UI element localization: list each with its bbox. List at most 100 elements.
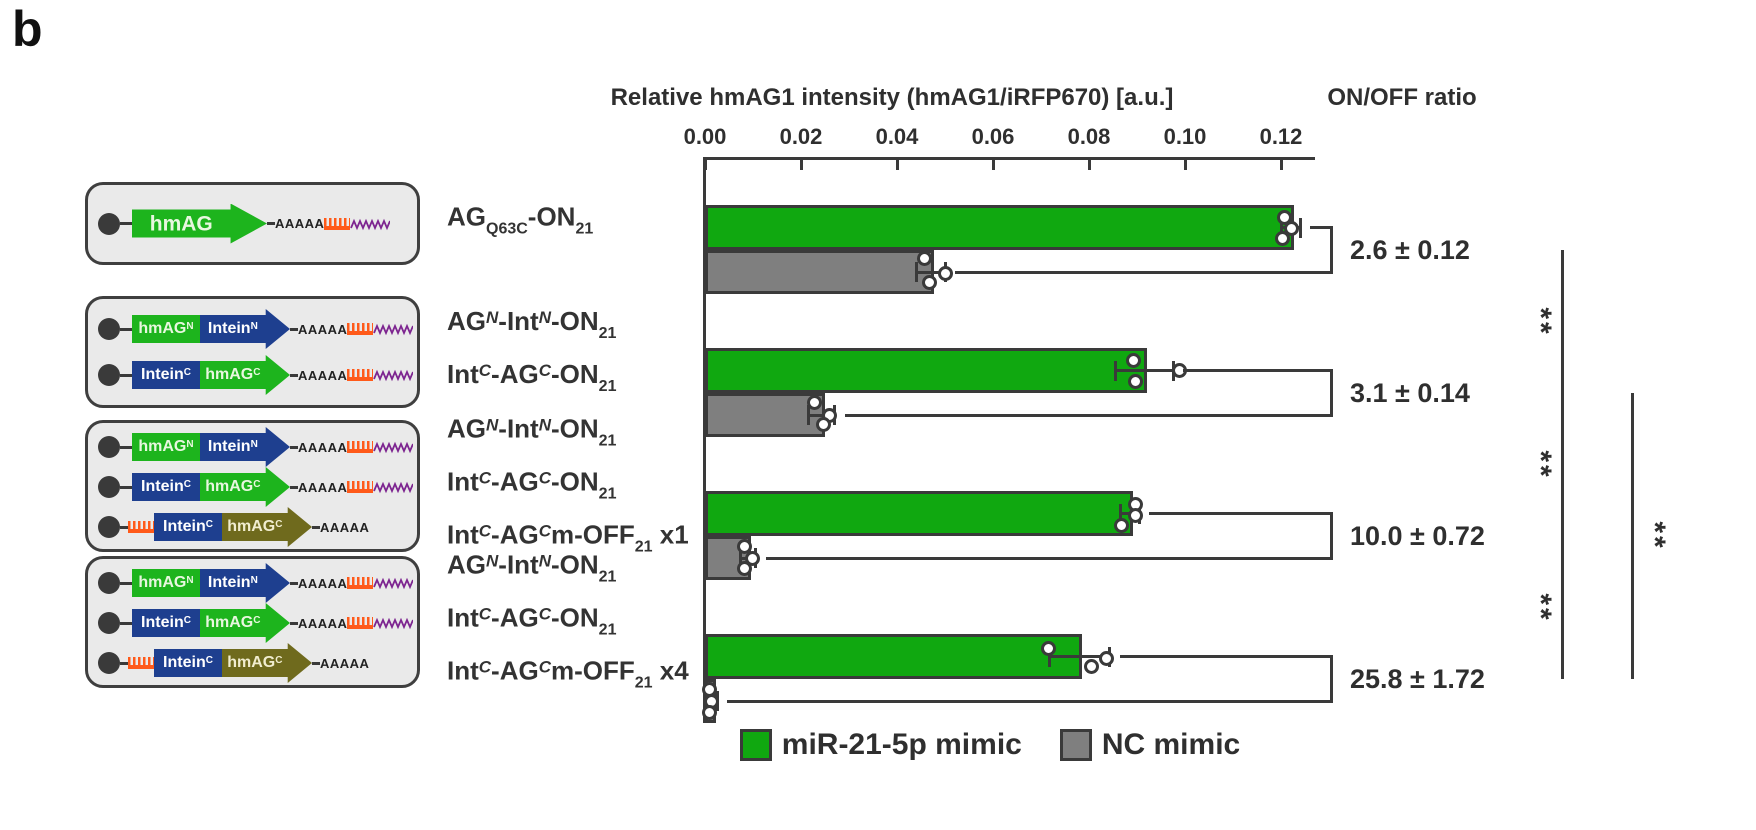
data-point (1127, 374, 1143, 389)
significance-asterisks: ** (1638, 521, 1671, 551)
ratio-bracket-line (1329, 369, 1333, 417)
mirna-target-site-icon (347, 323, 374, 335)
text-run: hmAG (227, 518, 276, 535)
text-run: -AG (491, 466, 539, 497)
text-run: 21 (598, 485, 617, 503)
orf-segment-label: hmAGC (200, 479, 266, 495)
text-run: hmAG (205, 614, 254, 631)
text-run: Int (447, 466, 479, 497)
cap-linker-line (120, 621, 132, 625)
data-point (1275, 231, 1291, 246)
error-bar-cap (1279, 217, 1283, 238)
text-run: N (186, 575, 194, 586)
on-off-ratio-value: 25.8 ± 1.72 (1350, 664, 1485, 694)
significance-bracket (1560, 536, 1564, 679)
legend-swatch-nc (1059, 729, 1092, 761)
text-run: C (538, 657, 551, 677)
construct-row: InteinC hmAGC AAAAA (98, 643, 411, 683)
error-bar (916, 270, 945, 274)
y-axis-line (703, 157, 706, 723)
axis-tick (1087, 160, 1091, 170)
orf-segment-blue: InteinC (132, 473, 200, 501)
bar-group-label-line: AGN-IntN-ON21 (447, 407, 689, 460)
orf-segment-blue: InteinC (132, 361, 200, 389)
orf-segment-green: hmAGN (132, 315, 200, 343)
mirna-target-site-icon (347, 369, 374, 381)
bar-group-label-line: AGN-IntN-ON21 (447, 543, 689, 596)
construct-row: InteinC hmAGC AAAAA (98, 355, 414, 395)
mirna-target-site-icon (324, 217, 351, 230)
zigzag-icon (373, 323, 414, 336)
text-run: AG (447, 549, 486, 580)
cap-icon (98, 364, 120, 386)
significance-bracket (1560, 393, 1564, 536)
construct-row: InteinC hmAGC AAAAA (98, 467, 414, 507)
text-run: 21 (598, 568, 617, 586)
orf-segment-label: InteinC (132, 479, 200, 495)
text-run: hmAG (138, 574, 187, 591)
x-axis-title: Relative hmAG1 intensity (hmAG1/iRFP670)… (610, 84, 1174, 111)
text-run: 21 (598, 325, 617, 342)
text-run: N (250, 439, 258, 450)
cap-icon (98, 612, 120, 634)
text-run: 21 (598, 378, 617, 395)
zigzag-icon (373, 369, 414, 382)
orf-segment-blue: InteinN (200, 309, 290, 349)
error-bar (1049, 655, 1110, 658)
text-run: hmAG (149, 212, 213, 235)
text-run: C (183, 615, 191, 626)
mirna-target-site-icon (128, 521, 154, 533)
data-point (917, 250, 933, 266)
bar-nc-group-1 (705, 250, 934, 294)
axis-tick-label: 0.06 (971, 124, 1015, 149)
cap-linker-line (120, 373, 132, 377)
orf-segment-blue: InteinC (132, 609, 200, 637)
data-point (1040, 641, 1056, 656)
text-run: -AG (491, 655, 539, 686)
text-run: 21 (598, 621, 617, 639)
mirna-target-site-icon (128, 657, 154, 669)
text-run: C (253, 479, 261, 490)
text-run: -AG (491, 359, 539, 389)
cap-icon (98, 436, 120, 458)
orf-linker-line (290, 327, 298, 331)
text-run: N (538, 308, 551, 327)
data-point (1125, 353, 1141, 368)
text-run: C (478, 521, 492, 541)
text-run: x1 (652, 519, 689, 550)
text-run: C (538, 468, 551, 488)
orf-linker-line (290, 621, 298, 625)
orf-segment-label: InteinN (200, 321, 266, 337)
orf-linker-line (267, 222, 275, 225)
legend-label: miR-21-5p mimic (781, 728, 1022, 761)
zigzag-icon (373, 577, 414, 590)
text-run: -AG (491, 602, 539, 633)
on-off-ratio-header: ON/OFF ratio (1327, 84, 1477, 111)
bar-mir21-group-1 (705, 205, 1294, 250)
bar-mir21-group-2 (705, 348, 1148, 393)
cap-icon (98, 516, 120, 538)
orf-segment-blue: InteinN (200, 563, 290, 603)
text-run: Q63C (486, 220, 528, 238)
text-run: C (478, 361, 492, 380)
text-run: Int (447, 519, 479, 550)
text-run: Intein (207, 438, 251, 455)
cap-linker-line (120, 525, 128, 529)
text-run: C (538, 521, 551, 541)
mirna-target-site-icon (347, 617, 374, 629)
orf-segment-green: hmAGN (132, 569, 200, 597)
axis-tick (991, 160, 995, 170)
zigzag-icon (350, 218, 391, 230)
bar-mir21-group-4 (705, 634, 1083, 679)
text-run: N (250, 575, 258, 586)
data-point (815, 416, 831, 432)
orf-segment-label: hmAGC (222, 655, 288, 671)
construct-row: InteinC hmAGC AAAAA (98, 603, 414, 643)
bar-mir21-group-3 (705, 491, 1133, 536)
polya-text: AAAAA (320, 519, 370, 535)
data-point (1084, 659, 1100, 674)
text-run: -ON (550, 549, 599, 580)
text-run: C (205, 655, 213, 666)
orf-linker-line (312, 661, 320, 665)
significance-asterisks: ** (1524, 306, 1557, 337)
